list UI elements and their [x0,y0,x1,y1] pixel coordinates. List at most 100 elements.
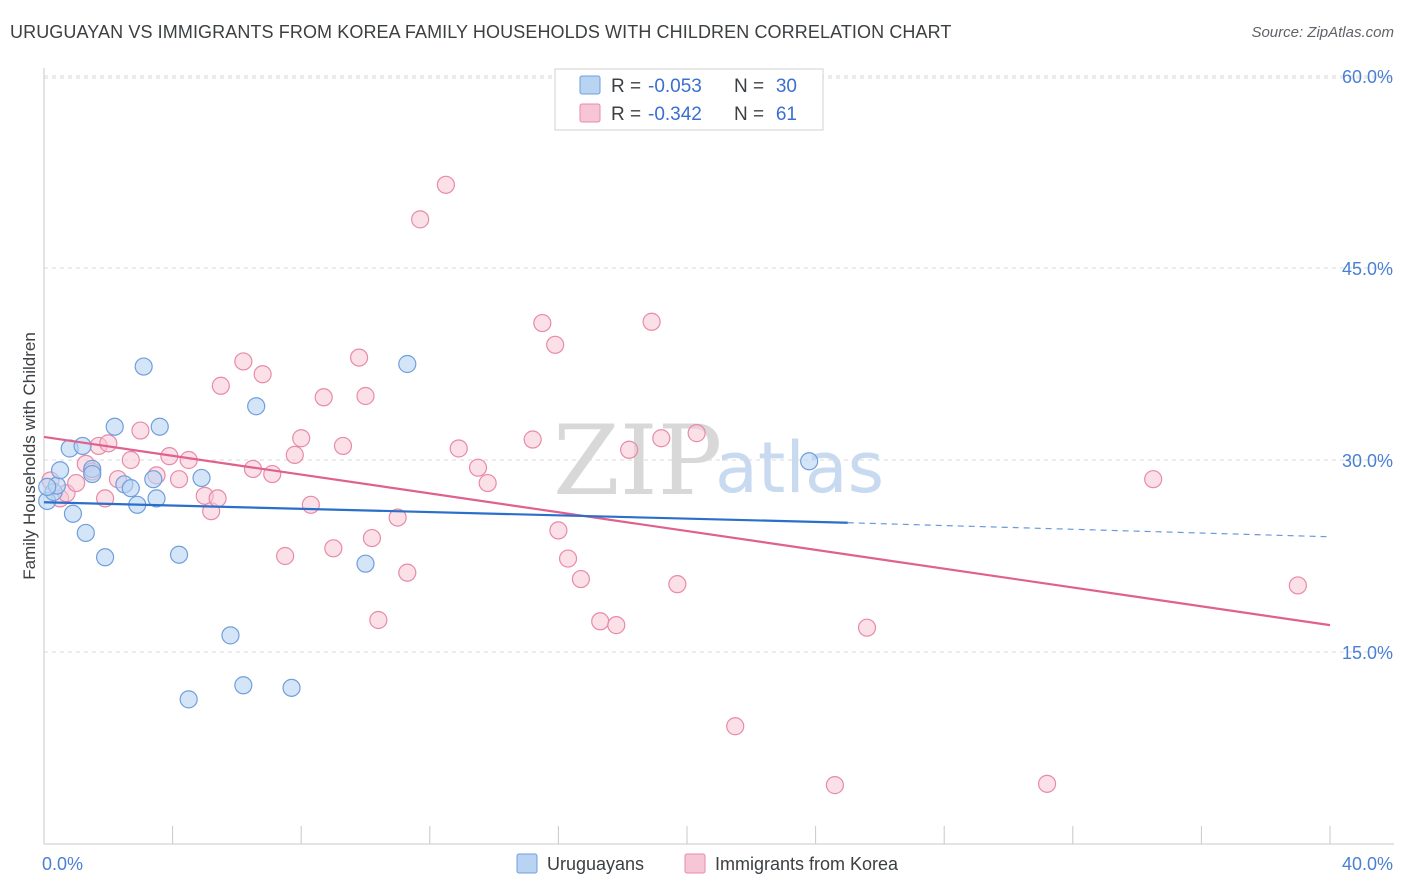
point-korea-10 [121,450,140,470]
legend-r-value-2: -0.342 [648,104,702,125]
legend-swatch-pink [579,103,601,123]
correlation-legend: R = -0.053 N = 30 R = -0.342 N = 61 [554,68,824,131]
point-korea-46 [558,549,578,568]
point-korea-23 [263,464,282,484]
trend-line-korea [43,435,1331,627]
point-korea-56 [825,776,844,795]
point-korea-39 [449,439,468,458]
legend-r-value-1: -0.053 [648,76,702,97]
bottom-legend-swatch-uruguayans [516,853,538,874]
point-uruguayans-10 [95,548,115,567]
point-uruguayans-25 [282,678,301,697]
point-korea-32 [356,386,375,406]
point-uruguayans-11 [105,417,124,436]
point-korea-42 [523,430,542,449]
point-korea-3 [67,473,86,493]
point-korea-49 [607,616,626,635]
point-uruguayans-13 [121,479,140,498]
point-korea-20 [234,352,253,371]
trend-line-uruguayans-extension [847,522,1331,538]
point-korea-55 [726,717,745,736]
point-korea-30 [333,436,353,456]
point-korea-53 [668,575,687,594]
point-korea-43 [533,313,552,333]
point-korea-52 [652,429,671,448]
point-uruguayans-20 [179,690,198,709]
point-uruguayans-27 [398,354,417,374]
point-uruguayans-16 [144,470,163,489]
series-legend: Uruguayans Immigrants from Korea [516,853,899,874]
trend-line-uruguayans [43,501,848,524]
point-korea-58 [1037,774,1057,793]
point-korea-26 [292,429,311,448]
legend-n-value-1: 30 [776,76,797,97]
point-korea-34 [369,610,388,630]
series-uruguayans-points [38,354,819,709]
point-uruguayans-24 [247,397,266,416]
point-korea-57 [857,618,877,637]
point-uruguayans-18 [150,417,169,436]
point-korea-50 [620,440,639,459]
point-korea-25 [285,445,304,464]
source-credit: Source: ZipAtlas.com [1251,24,1394,41]
point-korea-60 [1288,576,1307,595]
point-korea-59 [1144,470,1163,489]
x-tick-label-max: 40.0% [1342,854,1393,874]
point-uruguayans-29 [38,477,57,496]
point-korea-28 [314,388,333,407]
point-korea-19 [211,376,230,395]
point-uruguayans-21 [192,468,211,488]
point-uruguayans-22 [221,626,240,645]
point-korea-18 [208,489,227,508]
legend-swatch-blue [579,75,601,95]
point-korea-35 [388,508,407,527]
bottom-legend-label-korea: Immigrants from Korea [715,854,899,874]
y-tick-label-45: 45.0% [1342,259,1393,279]
x-ticks [43,826,1331,844]
x-tick-label-min: 0.0% [42,854,83,874]
point-korea-48 [591,612,610,631]
point-korea-54 [687,424,706,443]
legend-n-label-2: N = [734,104,764,125]
chart-title: URUGUAYAN VS IMMIGRANTS FROM KOREA FAMIL… [10,22,952,42]
y-axis-label: Family Households with Children [20,332,39,580]
point-korea-37 [411,210,430,229]
trend-lines [43,435,1331,627]
point-uruguayans-28 [800,452,819,471]
point-korea-22 [253,365,272,384]
point-uruguayans-15 [134,357,153,376]
point-korea-31 [349,348,369,367]
point-korea-36 [398,563,417,582]
legend-n-label-1: N = [734,76,764,97]
point-uruguayans-5 [63,504,83,523]
point-korea-51 [642,312,661,331]
point-korea-33 [362,528,382,548]
point-korea-27 [301,495,320,514]
point-korea-40 [468,458,488,477]
axes [43,68,1394,845]
point-korea-41 [478,473,497,493]
point-uruguayans-17 [147,489,166,508]
point-korea-44 [546,335,565,354]
watermark-atlas: atlas [715,427,884,509]
y-tick-labels: 15.0% 30.0% 45.0% 60.0% [1342,67,1393,663]
bottom-legend-label-uruguayans: Uruguayans [547,854,644,874]
point-uruguayans-9 [83,464,102,484]
point-korea-11 [131,421,150,440]
point-korea-24 [276,546,295,566]
point-korea-8 [99,434,118,453]
legend-r-label-2: R = [611,104,641,125]
point-korea-14 [169,470,189,489]
point-uruguayans-26 [356,554,375,573]
point-uruguayans-7 [76,523,95,543]
watermark-zip: ZIP [553,405,722,517]
point-uruguayans-19 [169,545,189,564]
point-korea-45 [549,521,568,540]
legend-n-value-2: 61 [776,104,797,125]
point-korea-47 [571,569,591,589]
y-tick-label-60: 60.0% [1342,67,1393,87]
point-korea-29 [324,539,343,558]
point-uruguayans-23 [234,676,253,695]
y-tick-label-30: 30.0% [1342,451,1393,471]
